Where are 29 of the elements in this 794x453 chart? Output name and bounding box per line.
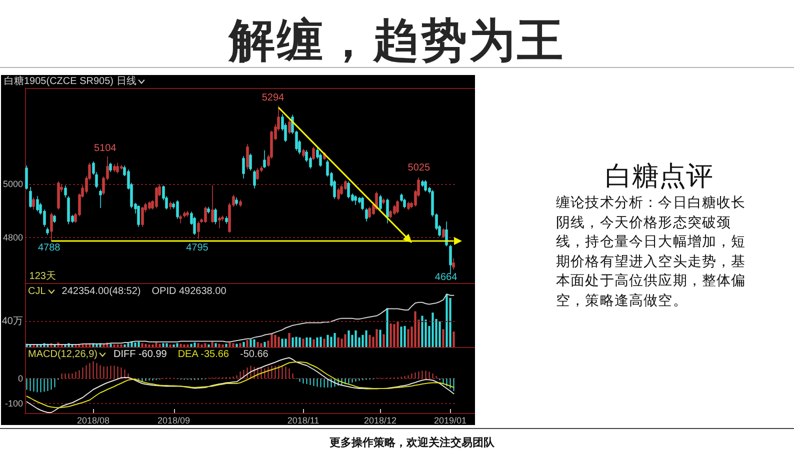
x-tick-label: 2019/01 [434,416,467,426]
chart-title: 解缠，趋势为王 [227,13,566,68]
annotation: OPID 492638.00 [152,286,226,297]
y-tick-label: 4800 [2,232,23,243]
annotation: DIFF -60.99 [113,349,167,360]
y-tick-label: -100 [4,398,23,408]
annotation: 4788 [38,242,61,254]
annotation: 123天 [29,270,56,282]
annotation: 5025 [408,162,430,174]
x-tick-label: 2018/08 [76,416,110,426]
chart-title: MACD(12,26,9) [28,349,98,360]
annotation: 5294 [262,92,285,104]
text: 更多操作策略，欢迎关注交易团队 [328,436,496,450]
chart-subtitle: 白糖1905(CZCE SR905) 日线 [4,76,136,87]
y-tick-label: 40万 [2,316,23,327]
annotation: 4795 [186,242,209,254]
annotation: 242354.00(48:52) [62,286,141,297]
y-tick-label: 0 [18,374,23,384]
x-tick-label: 2018/11 [287,416,320,426]
annotation: DEA -35.66 [178,349,229,360]
annotation: 5104 [94,142,117,154]
text: 缠论技术分析：今日白糖收长阴线，今天价格形态突破颈线，持仓量今日大幅增加，短期价格有望进入空头走势，基本面处于高位供应期，整体偏空，策略逢高做空。 [556,193,747,310]
annotation: 4664 [434,272,458,284]
chart-title: CJL [28,286,46,297]
x-tick-label: 2018/09 [157,416,190,426]
y-tick-label: 5000 [2,179,23,190]
text: 白糖点评 [604,160,714,193]
annotation: -50.66 [240,349,268,360]
x-tick-label: 2018/12 [364,416,397,426]
